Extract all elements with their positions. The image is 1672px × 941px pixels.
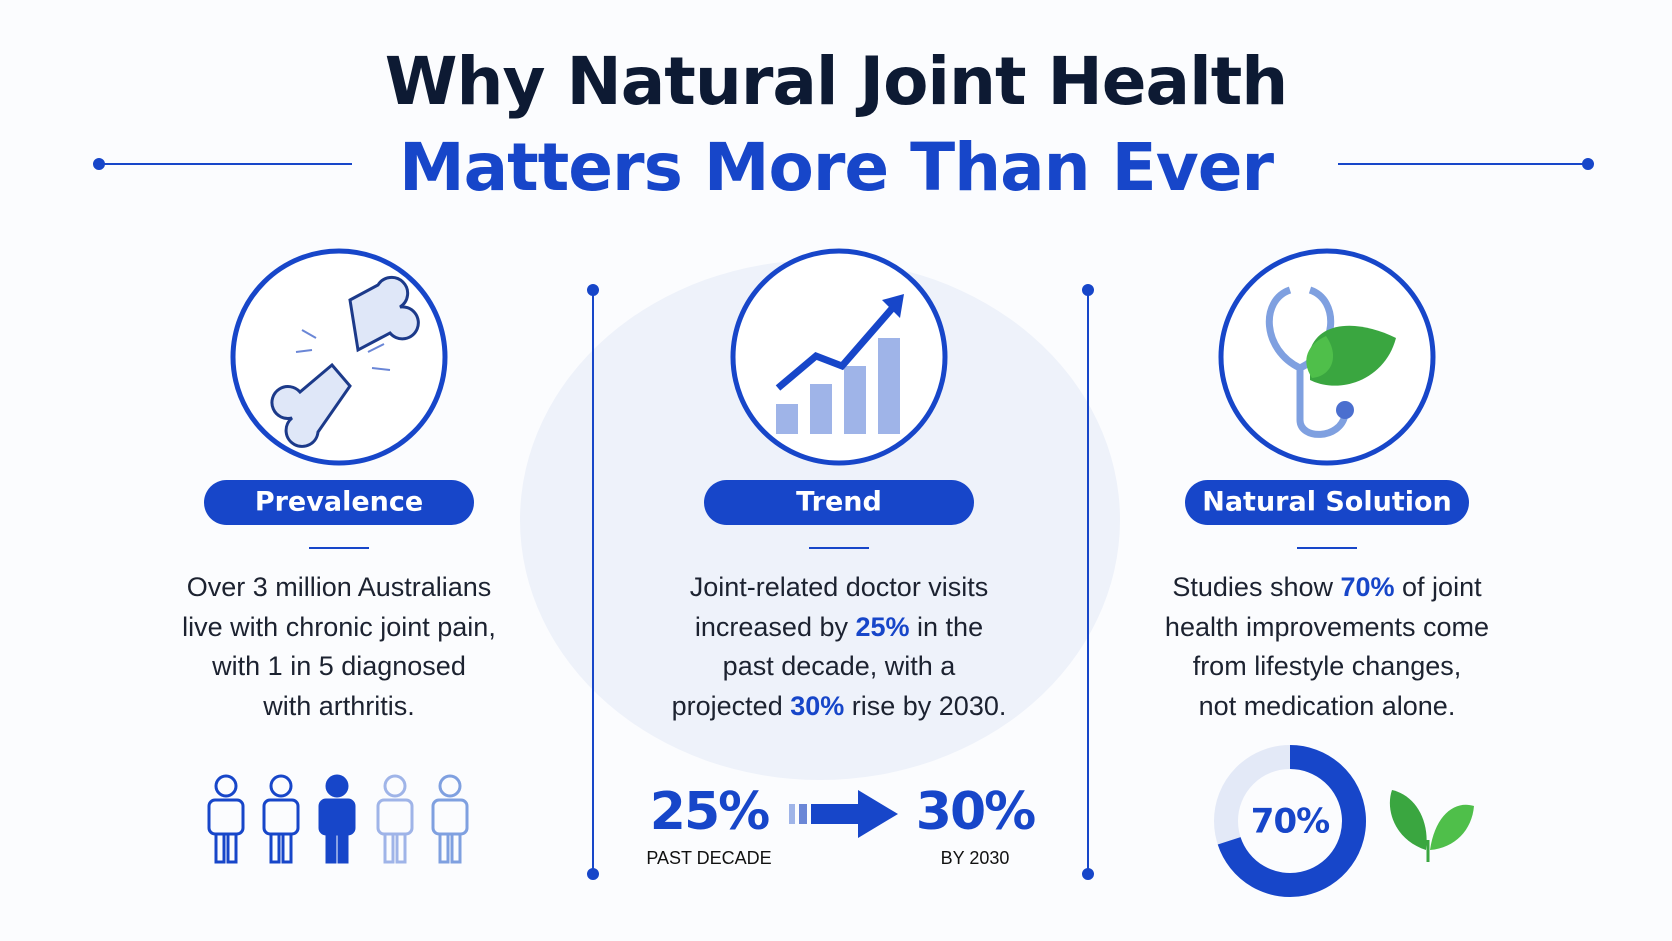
stethoscope-icon (1265, 286, 1396, 438)
title-line1: Why Natural Joint Health (385, 43, 1288, 120)
body-line: Joint-related doctor visits (619, 568, 1059, 608)
text: not medication alone. (1198, 690, 1456, 721)
text: Joint-related doctor visits (689, 572, 989, 602)
body-line: increased by 25% in the (619, 608, 1059, 648)
body-line: Over 3 million Australians (119, 568, 559, 608)
text: Studies show (1172, 572, 1341, 602)
column-label: Natural Solution (1202, 487, 1452, 518)
highlight: 70% (1340, 572, 1395, 602)
text: projected (671, 690, 791, 721)
label-pill (1185, 480, 1469, 525)
people-icons (207, 774, 469, 864)
label-pill (204, 480, 474, 525)
body-line: with 1 in 5 diagnosed (119, 647, 559, 687)
text: in the (909, 611, 984, 642)
body-line: projected 30% rise by 2030. (619, 687, 1059, 727)
column-label: Trend (796, 487, 882, 518)
text: live with chronic joint pain, (182, 611, 496, 642)
icon-circles (230, 248, 1436, 466)
stat-from: 25% (650, 782, 769, 842)
stat-from-caption: PAST DECADE (646, 848, 771, 868)
donut-arc (1217, 745, 1366, 897)
body-line: not medication alone. (1107, 687, 1547, 727)
highlight: 30% (790, 690, 845, 721)
stat-arrow (789, 790, 898, 838)
text: with 1 in 5 diagnosed (212, 651, 466, 681)
body-line: past decade, with a (619, 647, 1059, 687)
title-rules (93, 158, 1594, 170)
leaf-icon (1389, 790, 1474, 862)
text: health improvements come (1164, 611, 1490, 642)
text: of joint (1394, 572, 1482, 602)
column-body: Over 3 million Australians live with chro… (119, 568, 559, 726)
body-line: from lifestyle changes, (1107, 647, 1547, 687)
text: with arthritis. (263, 690, 415, 721)
body-line: Studies show 70% of joint (1107, 568, 1547, 608)
stat-to: 30% (916, 782, 1035, 842)
dividers (587, 284, 1094, 880)
text: past decade, with a (722, 651, 956, 681)
text: increased by (694, 611, 856, 642)
bone-icon (270, 275, 420, 448)
column-body: Studies show 70% of joint health improvem… (1107, 568, 1547, 726)
column-label: Prevalence (255, 487, 423, 518)
text: rise by 2030. (844, 690, 1007, 721)
body-line: health improvements come (1107, 608, 1547, 648)
label-pill (704, 480, 974, 525)
body-line: with arthritis. (119, 687, 559, 727)
chart-icon (775, 294, 904, 434)
donut-label: 70% (1251, 802, 1329, 842)
text: Over 3 million Australians (186, 572, 492, 602)
title-line2: Matters More Than Ever (399, 129, 1275, 206)
stat-to-caption: BY 2030 (941, 848, 1010, 868)
text: from lifestyle changes, (1192, 651, 1462, 681)
body-line: live with chronic joint pain, (119, 608, 559, 648)
column-body: Joint-related doctor visits increased by … (619, 568, 1059, 726)
highlight: 25% (855, 611, 910, 642)
